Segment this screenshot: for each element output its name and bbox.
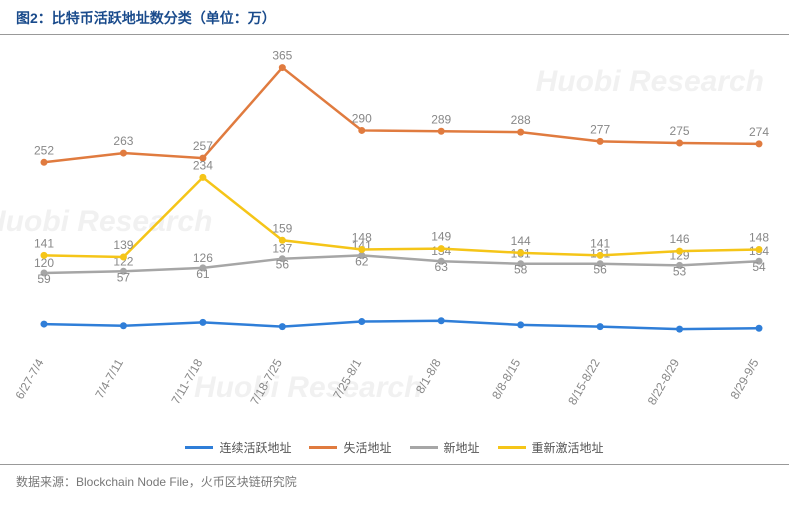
series-marker xyxy=(517,129,524,136)
series-line-continuous xyxy=(44,321,759,329)
data-label: 234 xyxy=(193,158,213,172)
series-marker xyxy=(438,245,445,252)
data-label: 56 xyxy=(276,258,290,272)
legend-item: 新地址 xyxy=(410,439,480,456)
data-label: 290 xyxy=(352,111,372,125)
series-marker xyxy=(358,127,365,134)
legend: 连续活跃地址 失活地址 新地址 重新激活地址 xyxy=(0,435,789,464)
line-chart: 2522632573652902892882772752741201221261… xyxy=(14,45,774,435)
x-axis-label: 7/11-7/18 xyxy=(168,356,205,406)
data-label: 274 xyxy=(749,125,769,139)
data-label: 149 xyxy=(431,230,451,244)
x-axis-label: 8/15-8/22 xyxy=(565,356,603,407)
source-row: 数据来源：Blockchain Node File，火币区块链研究院 xyxy=(0,464,789,499)
legend-label: 新地址 xyxy=(444,439,480,456)
x-axis-label: 7/25-8/1 xyxy=(330,356,364,401)
data-label: 141 xyxy=(34,236,54,250)
data-label: 148 xyxy=(352,230,372,244)
data-label: 159 xyxy=(272,221,292,235)
series-marker xyxy=(756,325,763,332)
series-marker xyxy=(756,246,763,253)
series-marker xyxy=(756,140,763,147)
legend-swatch xyxy=(185,446,213,449)
data-label: 63 xyxy=(435,260,449,274)
series-marker xyxy=(676,248,683,255)
series-marker xyxy=(120,322,127,329)
legend-swatch xyxy=(498,446,526,449)
x-axis-label: 8/22-8/29 xyxy=(645,356,683,407)
legend-label: 重新激活地址 xyxy=(532,439,604,456)
chart-area: Huobi Research Huobi Research Huobi Rese… xyxy=(14,45,774,435)
series-marker xyxy=(517,321,524,328)
series-marker xyxy=(199,174,206,181)
chart-title: 图2：比特币活跃地址数分类（单位：万） xyxy=(16,10,276,26)
series-marker xyxy=(199,319,206,326)
data-label: 148 xyxy=(749,230,769,244)
data-label: 57 xyxy=(117,270,131,284)
data-label: 56 xyxy=(593,263,607,277)
series-marker xyxy=(676,326,683,333)
data-label: 137 xyxy=(272,242,292,256)
data-label: 365 xyxy=(272,49,292,63)
series-line-new xyxy=(44,255,759,273)
series-marker xyxy=(279,64,286,71)
series-line-reactivated xyxy=(44,177,759,257)
data-label: 59 xyxy=(37,272,51,286)
data-label: 146 xyxy=(670,232,690,246)
series-marker xyxy=(279,323,286,330)
data-label: 288 xyxy=(511,113,531,127)
data-label: 277 xyxy=(590,122,610,136)
x-axis-label: 7/18-7/25 xyxy=(247,356,285,407)
data-label: 275 xyxy=(670,124,690,138)
series-marker xyxy=(120,254,127,261)
series-marker xyxy=(279,237,286,244)
data-label: 53 xyxy=(673,264,687,278)
data-label: 58 xyxy=(514,263,528,277)
series-marker xyxy=(517,249,524,256)
series-marker xyxy=(358,246,365,253)
data-label: 61 xyxy=(196,267,210,281)
data-label: 257 xyxy=(193,139,213,153)
legend-swatch xyxy=(410,446,438,449)
data-label: 141 xyxy=(590,236,610,250)
series-marker xyxy=(438,128,445,135)
series-marker xyxy=(41,321,48,328)
legend-item: 失活地址 xyxy=(309,439,391,456)
source-text: 数据来源：Blockchain Node File，火币区块链研究院 xyxy=(16,475,297,489)
series-marker xyxy=(597,252,604,259)
series-line-dead xyxy=(44,68,759,163)
series-marker xyxy=(676,140,683,147)
data-label: 139 xyxy=(113,238,133,252)
data-label: 54 xyxy=(752,260,766,274)
legend-item: 重新激活地址 xyxy=(498,439,604,456)
legend-item: 连续活跃地址 xyxy=(185,439,291,456)
data-label: 263 xyxy=(113,134,133,148)
series-marker xyxy=(41,159,48,166)
data-label: 126 xyxy=(193,251,213,265)
chart-container: 图2：比特币活跃地址数分类（单位：万） Huobi Research Huobi… xyxy=(0,0,789,515)
x-axis-label: 8/1-8/8 xyxy=(413,356,444,396)
series-marker xyxy=(438,317,445,324)
series-marker xyxy=(120,150,127,157)
series-marker xyxy=(597,323,604,330)
data-label: 144 xyxy=(511,234,531,248)
data-label: 252 xyxy=(34,143,54,157)
legend-label: 连续活跃地址 xyxy=(219,439,291,456)
series-marker xyxy=(358,318,365,325)
data-label: 62 xyxy=(355,254,369,268)
x-axis-label: 6/27-7/4 xyxy=(14,356,47,401)
legend-label: 失活地址 xyxy=(343,439,391,456)
legend-swatch xyxy=(309,446,337,449)
series-marker xyxy=(597,138,604,145)
x-axis-label: 7/4-7/11 xyxy=(92,356,126,401)
series-marker xyxy=(41,252,48,259)
data-label: 289 xyxy=(431,112,451,126)
title-row: 图2：比特币活跃地址数分类（单位：万） xyxy=(0,0,789,35)
x-axis-label: 8/8-8/15 xyxy=(489,356,523,401)
x-axis-label: 8/29-9/5 xyxy=(727,356,761,401)
